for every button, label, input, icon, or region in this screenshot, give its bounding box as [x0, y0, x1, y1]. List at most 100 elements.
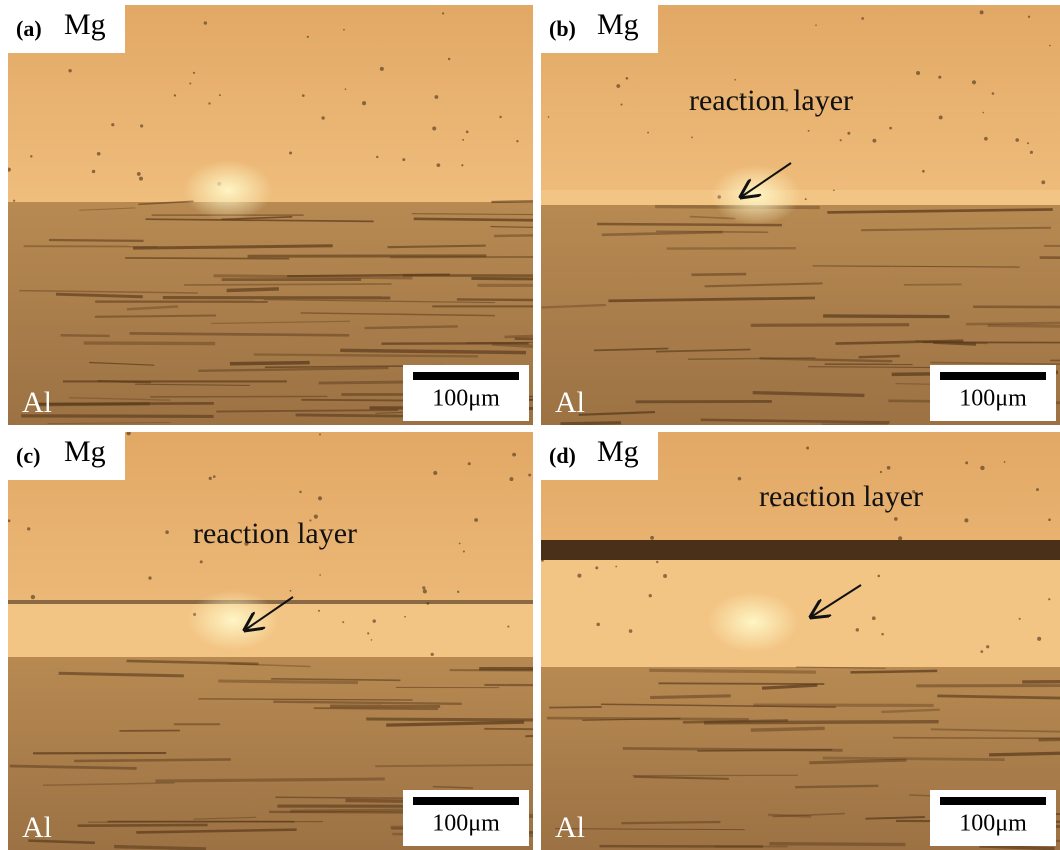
panel-label: (d) [549, 443, 576, 468]
scale-bar [413, 797, 519, 805]
speck [1019, 618, 1021, 620]
speck [7, 168, 11, 172]
speck [992, 92, 995, 95]
al-texture [850, 671, 937, 672]
al-texture [227, 289, 279, 291]
al-texture [184, 284, 391, 285]
speck [738, 477, 742, 481]
al-texture [314, 708, 438, 709]
al-texture [751, 325, 909, 326]
speck [922, 170, 925, 173]
scale-bar [940, 372, 1046, 380]
speck [1036, 488, 1039, 491]
speck [507, 626, 509, 628]
al-texture [795, 786, 878, 787]
speck [290, 590, 292, 592]
speck [516, 140, 518, 142]
speck [208, 102, 210, 104]
al-texture [859, 356, 900, 357]
speck [734, 79, 736, 81]
speck [815, 24, 817, 26]
al-texture [751, 728, 825, 730]
speck [448, 58, 450, 60]
speck [367, 632, 369, 634]
al-texture [823, 316, 949, 317]
speck [577, 574, 581, 578]
panel-label: (a) [16, 16, 42, 41]
al-texture [114, 847, 206, 849]
speck [376, 156, 378, 158]
speck [372, 619, 375, 622]
speck [321, 116, 324, 119]
al-texture [1039, 738, 1060, 740]
speck [362, 101, 366, 105]
top-material: Mg [64, 435, 106, 468]
annotation: reaction layer [689, 84, 853, 117]
al-texture [1022, 681, 1060, 682]
speck [615, 566, 617, 568]
speck [342, 621, 344, 623]
al-texture [904, 284, 962, 285]
speck [877, 575, 880, 578]
speck [649, 594, 652, 597]
al-texture [658, 683, 824, 684]
speck [174, 94, 176, 96]
speck [872, 616, 876, 620]
speck [656, 561, 658, 563]
speck [402, 158, 405, 161]
speck [318, 496, 322, 500]
light-glow [188, 590, 278, 650]
speck [422, 586, 425, 589]
micrograph [541, 5, 1060, 425]
speck [27, 527, 30, 530]
speck [962, 550, 966, 554]
speck [461, 164, 463, 166]
speck [8, 519, 11, 522]
al-texture [218, 681, 358, 683]
speck [434, 95, 438, 99]
speck [984, 137, 988, 141]
al-texture [125, 258, 289, 259]
speck [938, 76, 941, 79]
speck [140, 124, 143, 127]
al-texture [230, 363, 310, 364]
speck [1007, 556, 1011, 560]
panel-label: (c) [16, 443, 40, 468]
al-texture [365, 326, 458, 328]
speck [616, 84, 620, 88]
speck [887, 466, 891, 470]
micrograph-panel: (d)MgAl100μmreaction layer [541, 432, 1060, 850]
speck [1048, 518, 1051, 521]
al-texture [973, 307, 1060, 308]
speck [380, 67, 384, 71]
speck [97, 152, 101, 156]
speck [431, 653, 434, 656]
speck [626, 77, 629, 80]
scale-bar [940, 797, 1046, 805]
al-texture [340, 350, 526, 352]
scale-bar [413, 372, 519, 380]
al-texture [98, 381, 151, 382]
dark-boundary [541, 540, 1060, 560]
speck [1001, 547, 1005, 551]
speck [30, 155, 32, 157]
speck [1030, 151, 1033, 154]
al-texture [769, 844, 905, 845]
speck [980, 466, 984, 470]
al-texture [823, 758, 1005, 760]
speck [200, 560, 203, 563]
speck [319, 433, 321, 435]
speck [1048, 598, 1050, 600]
speck [442, 12, 444, 14]
speck [319, 574, 321, 576]
speck [805, 198, 807, 200]
speck [898, 536, 902, 540]
speck [318, 610, 320, 612]
speck [596, 623, 600, 627]
al-texture [49, 240, 144, 241]
speck [1049, 45, 1051, 47]
speck [1037, 637, 1041, 641]
speck [148, 576, 151, 579]
speck [299, 491, 302, 494]
speck [13, 200, 15, 202]
